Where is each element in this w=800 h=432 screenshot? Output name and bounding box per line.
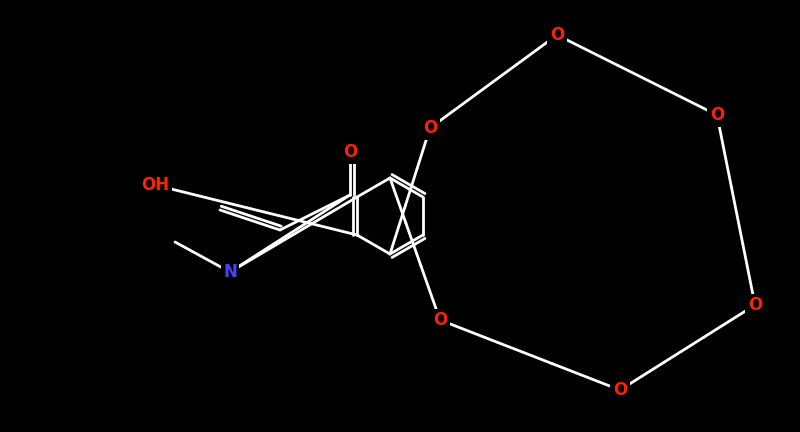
Text: O: O [423,119,437,137]
Text: O: O [748,296,762,314]
Text: O: O [550,26,564,44]
Text: O: O [433,311,447,329]
Text: OH: OH [141,176,169,194]
Text: O: O [710,106,724,124]
Text: O: O [613,381,627,399]
Text: O: O [343,143,357,161]
Text: N: N [223,263,237,281]
